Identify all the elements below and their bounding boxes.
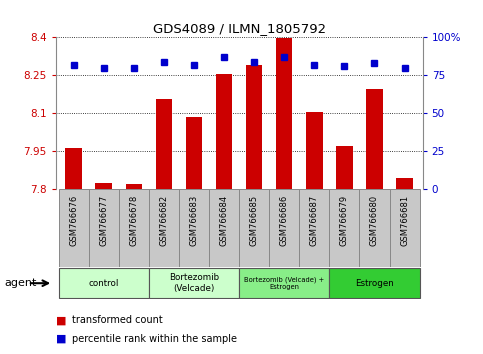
- Bar: [329, 268, 420, 298]
- Bar: [58, 268, 149, 298]
- Bar: [58, 189, 89, 267]
- Text: GSM766683: GSM766683: [189, 195, 199, 246]
- Text: GSM766679: GSM766679: [340, 195, 349, 246]
- Bar: [336, 146, 353, 189]
- Bar: [366, 89, 383, 189]
- Bar: [306, 112, 323, 189]
- Text: Bortezomib (Velcade) +
Estrogen: Bortezomib (Velcade) + Estrogen: [244, 276, 324, 290]
- Bar: [239, 189, 269, 267]
- Text: GSM766686: GSM766686: [280, 195, 289, 246]
- Text: percentile rank within the sample: percentile rank within the sample: [72, 334, 238, 344]
- Text: GSM766677: GSM766677: [99, 195, 108, 246]
- Bar: [89, 189, 119, 267]
- Bar: [299, 189, 329, 267]
- Text: Estrogen: Estrogen: [355, 279, 394, 288]
- Bar: [65, 148, 82, 189]
- Text: ■: ■: [56, 334, 66, 344]
- Text: GSM766685: GSM766685: [250, 195, 258, 246]
- Bar: [276, 39, 293, 189]
- Bar: [216, 74, 232, 189]
- Text: GSM766678: GSM766678: [129, 195, 138, 246]
- Bar: [126, 184, 142, 189]
- Text: GSM766680: GSM766680: [370, 195, 379, 246]
- Text: GSM766687: GSM766687: [310, 195, 319, 246]
- Bar: [389, 189, 420, 267]
- Text: ■: ■: [56, 315, 66, 325]
- Bar: [246, 65, 262, 189]
- Bar: [209, 189, 239, 267]
- Bar: [185, 117, 202, 189]
- Bar: [269, 189, 299, 267]
- Bar: [329, 189, 359, 267]
- Text: GSM766682: GSM766682: [159, 195, 169, 246]
- Bar: [239, 268, 329, 298]
- Title: GDS4089 / ILMN_1805792: GDS4089 / ILMN_1805792: [153, 22, 326, 35]
- Bar: [149, 268, 239, 298]
- Bar: [119, 189, 149, 267]
- Text: agent: agent: [5, 278, 37, 288]
- Bar: [156, 99, 172, 189]
- Text: GSM766681: GSM766681: [400, 195, 409, 246]
- Bar: [359, 189, 389, 267]
- Text: control: control: [88, 279, 119, 288]
- Text: GSM766676: GSM766676: [69, 195, 78, 246]
- Text: Bortezomib
(Velcade): Bortezomib (Velcade): [169, 274, 219, 293]
- Bar: [149, 189, 179, 267]
- Bar: [396, 178, 413, 189]
- Text: GSM766684: GSM766684: [220, 195, 228, 246]
- Bar: [179, 189, 209, 267]
- Text: transformed count: transformed count: [72, 315, 163, 325]
- Bar: [96, 183, 112, 189]
